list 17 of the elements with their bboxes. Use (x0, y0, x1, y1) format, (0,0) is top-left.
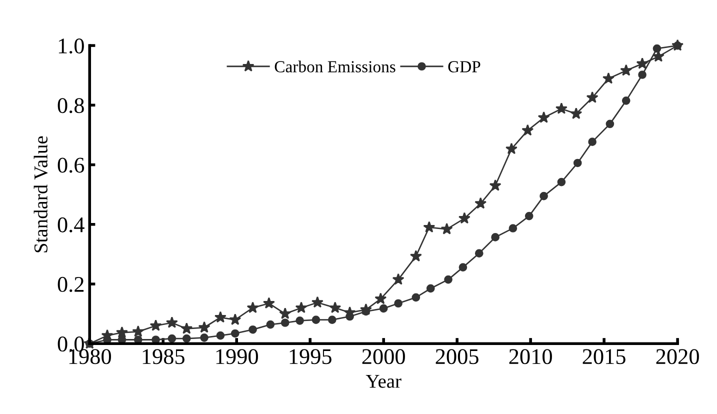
x-tick-label: 1990 (216, 349, 258, 364)
y-tick-label: 0.4 (58, 217, 84, 232)
x-tick-label: 2000 (362, 349, 405, 364)
x-tick-label: 1985 (142, 349, 184, 364)
y-tick-label: 0.2 (58, 276, 84, 292)
x-tick-label: 1995 (290, 349, 332, 364)
legend-label: GDP (448, 61, 480, 72)
x-axis-title: Year (366, 374, 402, 388)
x-tick-label: 2020 (656, 349, 699, 364)
x-tick-label: 2010 (509, 349, 552, 364)
x-tick-label: 2015 (582, 349, 626, 364)
legend-label: Carbon Emissions (274, 60, 396, 72)
y-tick-label: 0.6 (58, 158, 84, 173)
y-axis-title: Standard Value (34, 136, 48, 252)
y-tick-label: 1.0 (58, 38, 84, 54)
y-tick-label: 0.8 (58, 98, 84, 114)
x-tick-label: 2005 (436, 349, 478, 364)
